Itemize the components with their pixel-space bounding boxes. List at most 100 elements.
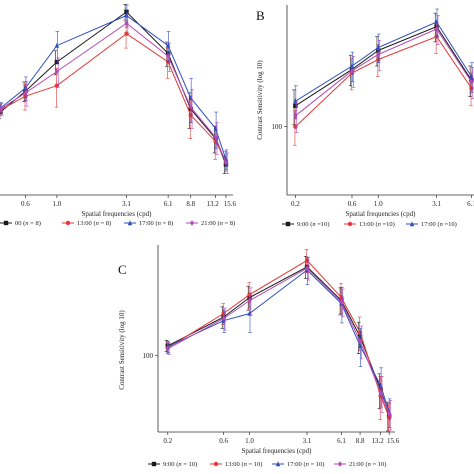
legend-paren: ): [393, 221, 395, 228]
data-point: [293, 113, 298, 119]
legend-marker: [151, 461, 157, 467]
data-point: [304, 265, 310, 271]
x-tick-label: 0.6: [219, 437, 228, 445]
legend-paren: (: [154, 220, 158, 227]
legend-label: 9:00 (n =10): [297, 221, 330, 228]
series: [293, 15, 474, 133]
series: [0, 13, 230, 174]
series: [165, 257, 393, 431]
x-tick-label: 6.1: [467, 200, 474, 208]
legend-label: 13:00 (n = 10): [225, 461, 262, 468]
legend-n: 10: [378, 461, 385, 468]
legend-n-symbol: n: [220, 220, 223, 227]
x-tick-label: 6.1: [164, 200, 173, 208]
x-tick-label: 0.6: [348, 200, 357, 208]
x-tick-label: 15.6: [387, 437, 400, 445]
x-tick-label: 3.1: [303, 437, 312, 445]
legend: 9:00 (n = 10) 13:00 (n = 10) 17:00 (n = 10…: [148, 461, 386, 468]
legend-label: 21:00 (n = 10): [349, 461, 386, 468]
data-point: [188, 104, 193, 110]
legend-time: 17:00: [421, 221, 436, 228]
series-line: [295, 35, 472, 128]
data-point: [124, 20, 129, 26]
x-tick-label: 0.6: [21, 200, 30, 208]
legend-n: 10: [448, 221, 455, 228]
legend-paren: ): [322, 461, 324, 468]
legend-n-symbol: n: [368, 461, 371, 468]
legend-n-symbol: n: [378, 221, 381, 228]
series-line: [0, 14, 227, 160]
legend-item: 9:00 (n =10): [282, 221, 330, 228]
data-point: [376, 51, 381, 58]
legend-n-symbol: n: [158, 220, 161, 227]
legend-eq: =: [309, 461, 316, 468]
series: [293, 21, 474, 146]
legend-item: 17:00 (n = 8): [124, 220, 173, 227]
legend-eq: =: [381, 221, 387, 228]
data-point: [357, 338, 363, 344]
data-point: [434, 26, 439, 32]
legend-eq: =: [99, 220, 106, 227]
x-tick-label: 8.8: [186, 200, 195, 208]
legend-paren: (: [374, 221, 378, 228]
legend-n: 10: [254, 461, 261, 468]
data-point: [0, 106, 3, 112]
series-line: [0, 11, 227, 165]
legend-time: 00: [15, 220, 22, 227]
legend-time: 21:00: [201, 220, 216, 227]
legend-paren: (: [240, 461, 244, 468]
data-point: [339, 299, 344, 305]
panel-a: 0.6 1.0 3.1 6.1 8.8 13.2 15.6 Spatial frequenci…: [0, 4, 237, 227]
data-point: [386, 411, 392, 417]
x-tick-label: 8.8: [356, 437, 365, 445]
legend-label: 13:00 (n =10): [359, 221, 395, 228]
legend-marker: [213, 461, 219, 467]
legend-item: 13:00 (n =10): [344, 221, 395, 228]
legend-paren: ): [384, 461, 386, 468]
series: [164, 256, 392, 432]
data-point: [376, 48, 381, 53]
data-point: [213, 134, 218, 141]
series-line: [167, 266, 390, 417]
x-tick-label: 1.0: [52, 200, 61, 208]
legend-paren: (: [436, 221, 440, 228]
y-tick-label: 100: [272, 123, 283, 131]
data-point: [54, 68, 60, 75]
legend-label: 13:00 (n = 8): [77, 220, 111, 227]
legend-paren: ): [455, 221, 457, 228]
legend-n-symbol: n: [440, 221, 443, 228]
legend-n: 8: [230, 220, 233, 227]
series-line: [167, 269, 390, 413]
x-tick-label: 6.1: [337, 437, 346, 445]
legend-eq: =: [182, 461, 189, 468]
legend-eq: =: [443, 221, 449, 228]
legend-paren: ): [233, 220, 235, 227]
legend-eq: =: [371, 461, 378, 468]
legend-item: 17:00 (n =10): [406, 221, 457, 228]
legend-marker: [3, 220, 9, 226]
series-line: [0, 22, 227, 163]
series-line: [167, 267, 390, 415]
legend-time: 21:00: [349, 461, 364, 468]
legend-label: 00 (n = 8): [15, 220, 41, 227]
y-tick-label: 100: [143, 352, 154, 360]
legend-paren: (: [216, 220, 220, 227]
legend-n: 10: [386, 221, 393, 228]
data-point: [54, 42, 60, 48]
series-line: [295, 28, 472, 117]
data-point: [469, 79, 474, 85]
data-point: [247, 297, 252, 304]
legend-paren: ): [260, 461, 262, 468]
legend-marker: [275, 461, 281, 467]
panel-letter: C: [118, 262, 127, 277]
legend-eq: =: [29, 220, 36, 227]
series-line: [0, 33, 227, 162]
legend-eq: =: [223, 220, 230, 227]
series: [293, 8, 474, 120]
legend-paren: ): [327, 221, 329, 228]
legend-marker: [189, 220, 195, 226]
legend-n-symbol: n: [178, 461, 181, 468]
legend-time: 13:00: [225, 461, 240, 468]
series: [0, 4, 229, 174]
